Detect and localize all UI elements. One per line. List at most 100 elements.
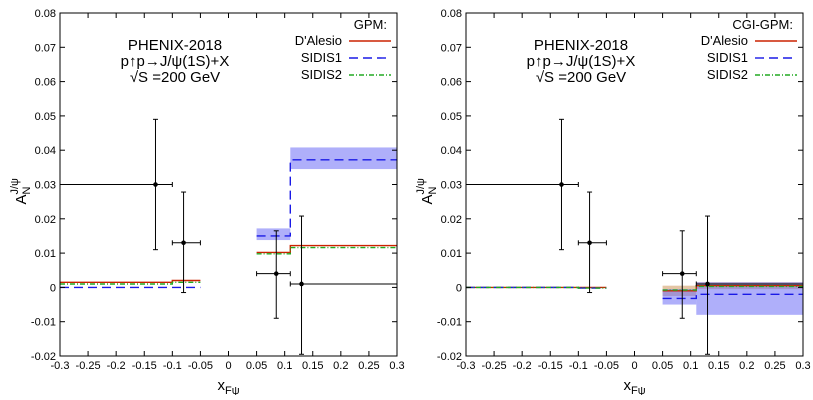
y-tick-label: 0 — [50, 282, 56, 294]
series-dalesio-line-0 — [60, 279, 201, 283]
x-tick-label: -0.2 — [513, 360, 532, 372]
y-axis-label-sub: N — [427, 187, 439, 195]
x-tick-label: 0.3 — [389, 360, 404, 372]
annotation-experiment: PHENIX-2018 — [534, 37, 628, 54]
series-sidis2-line-0 — [60, 281, 201, 285]
x-tick-label: 0.2 — [333, 360, 348, 372]
series-sidis1-line-1 — [256, 159, 397, 237]
y-tick-label: 0.03 — [441, 180, 462, 192]
y-tick-label: 0.07 — [441, 42, 462, 54]
y-axis-label-sub: N — [21, 187, 33, 195]
x-tick-label: -0.3 — [457, 360, 476, 372]
annotation-process: p↑p→J/ψ(1S)+X — [527, 53, 636, 70]
data-marker — [559, 182, 564, 187]
x-tick-label: 0.2 — [739, 360, 754, 372]
x-tick-label: -0.25 — [76, 360, 101, 372]
x-tick-label: 0 — [225, 360, 231, 372]
x-axis-label-sub: Fψ — [225, 385, 240, 395]
y-tick-label: -0.01 — [31, 317, 56, 329]
x-tick-label: 0.05 — [246, 360, 267, 372]
y-tick-label: 0.05 — [441, 111, 462, 123]
y-tick-label: 0.06 — [441, 77, 462, 89]
x-tick-label: 0.1 — [277, 360, 292, 372]
y-tick-label: -0.02 — [437, 351, 462, 363]
data-point-1 — [577, 191, 607, 294]
y-tick-label: 0.05 — [35, 111, 56, 123]
x-tick-label: -0.1 — [569, 360, 588, 372]
annotation-experiment: PHENIX-2018 — [128, 37, 222, 54]
data-point-2 — [662, 230, 697, 319]
x-tick-label: 0.25 — [358, 360, 379, 372]
y-axis-label-sup: J/ψ — [415, 178, 427, 195]
x-tick-label: 0.25 — [764, 360, 785, 372]
data-point-3 — [695, 215, 804, 355]
x-tick-label: -0.15 — [538, 360, 563, 372]
x-tick-label: -0.05 — [188, 360, 213, 372]
panel-right: -0.3 -0.25 -0.2 -0.15 -0.1 -0.05 0 0.05 0.1 0.15 0… — [415, 8, 811, 397]
y-tick-label: 0 — [456, 282, 462, 294]
x-tick-label: 0.15 — [708, 360, 729, 372]
x-axis-label-main: x — [623, 377, 631, 394]
panel-left: -0.3 -0.25 -0.2 -0.15 -0.1 -0.05 0 0.05 0.1 0.15 0… — [9, 8, 405, 397]
x-axis-label-sub: Fψ — [631, 385, 646, 395]
data-point-0 — [59, 118, 173, 251]
legend-label-2: SIDIS2 — [301, 67, 342, 82]
data-marker — [679, 271, 685, 276]
legend-label-0: D'Alesio — [701, 33, 748, 48]
y-tick-label: 0.01 — [35, 248, 56, 260]
y-tick-label: -0.01 — [437, 317, 462, 329]
legend-title: GPM: — [354, 17, 387, 32]
data-marker — [587, 240, 592, 246]
y-tick-label: 0.02 — [35, 214, 56, 226]
data-marker — [153, 182, 158, 187]
series-sidis2-line-0 — [466, 286, 607, 289]
series-sidis2-line-1 — [256, 246, 397, 255]
y-tick-label: 0.04 — [441, 145, 462, 157]
band-sidis1-1 — [696, 282, 803, 315]
x-tick-label: -0.2 — [107, 360, 126, 372]
y-tick-label: 0.07 — [35, 42, 56, 54]
y-tick-label: -0.02 — [31, 351, 56, 363]
y-tick-label: 0.01 — [441, 248, 462, 260]
y-axis-label-main: A — [419, 194, 436, 204]
legend-label-1: SIDIS1 — [301, 50, 342, 65]
series-sidis1-line-1 — [662, 293, 803, 300]
data-point-1 — [171, 191, 201, 294]
y-axis-label-sup: J/ψ — [9, 178, 21, 195]
data-marker — [181, 240, 186, 246]
x-tick-label: -0.25 — [482, 360, 507, 372]
x-tick-label: -0.1 — [163, 360, 182, 372]
annotation-process: p↑p→J/ψ(1S)+X — [121, 53, 230, 70]
y-tick-label: 0.08 — [441, 8, 462, 20]
data-marker — [705, 281, 710, 287]
y-tick-label: 0.06 — [35, 77, 56, 89]
y-tick-label: 0.04 — [35, 145, 56, 157]
x-tick-label: -0.3 — [51, 360, 70, 372]
series-sidis2-line-1 — [662, 285, 803, 291]
x-tick-label: -0.15 — [132, 360, 157, 372]
x-axis-label: xFψ — [217, 377, 239, 395]
band-sidis1-0 — [256, 228, 291, 241]
y-axis-label: ANJ/ψ — [9, 178, 33, 205]
legend-label-1: SIDIS1 — [707, 50, 748, 65]
data-point-2 — [256, 230, 291, 319]
x-axis-label-main: x — [217, 377, 225, 394]
annotation-energy: √S =200 GeV — [536, 69, 626, 86]
x-tick-label: 0.05 — [652, 360, 673, 372]
data-point-0 — [465, 118, 579, 251]
x-axis-label: xFψ — [623, 377, 645, 395]
x-tick-label: 0.15 — [302, 360, 323, 372]
legend: CGI-GPM:D'Alesio SIDIS1 SIDIS2 — [701, 17, 797, 82]
x-tick-label: 0 — [631, 360, 637, 372]
y-axis-label: ANJ/ψ — [415, 178, 439, 205]
legend-label-2: SIDIS2 — [707, 67, 748, 82]
legend-title: CGI-GPM: — [732, 17, 793, 32]
y-tick-label: 0.02 — [441, 214, 462, 226]
x-tick-label: 0.1 — [683, 360, 698, 372]
band-sidis1-1 — [290, 147, 397, 170]
data-marker — [299, 281, 304, 287]
y-tick-label: 0.03 — [35, 180, 56, 192]
legend: GPM: D'Alesio SIDIS1 SIDIS2 — [295, 17, 391, 82]
